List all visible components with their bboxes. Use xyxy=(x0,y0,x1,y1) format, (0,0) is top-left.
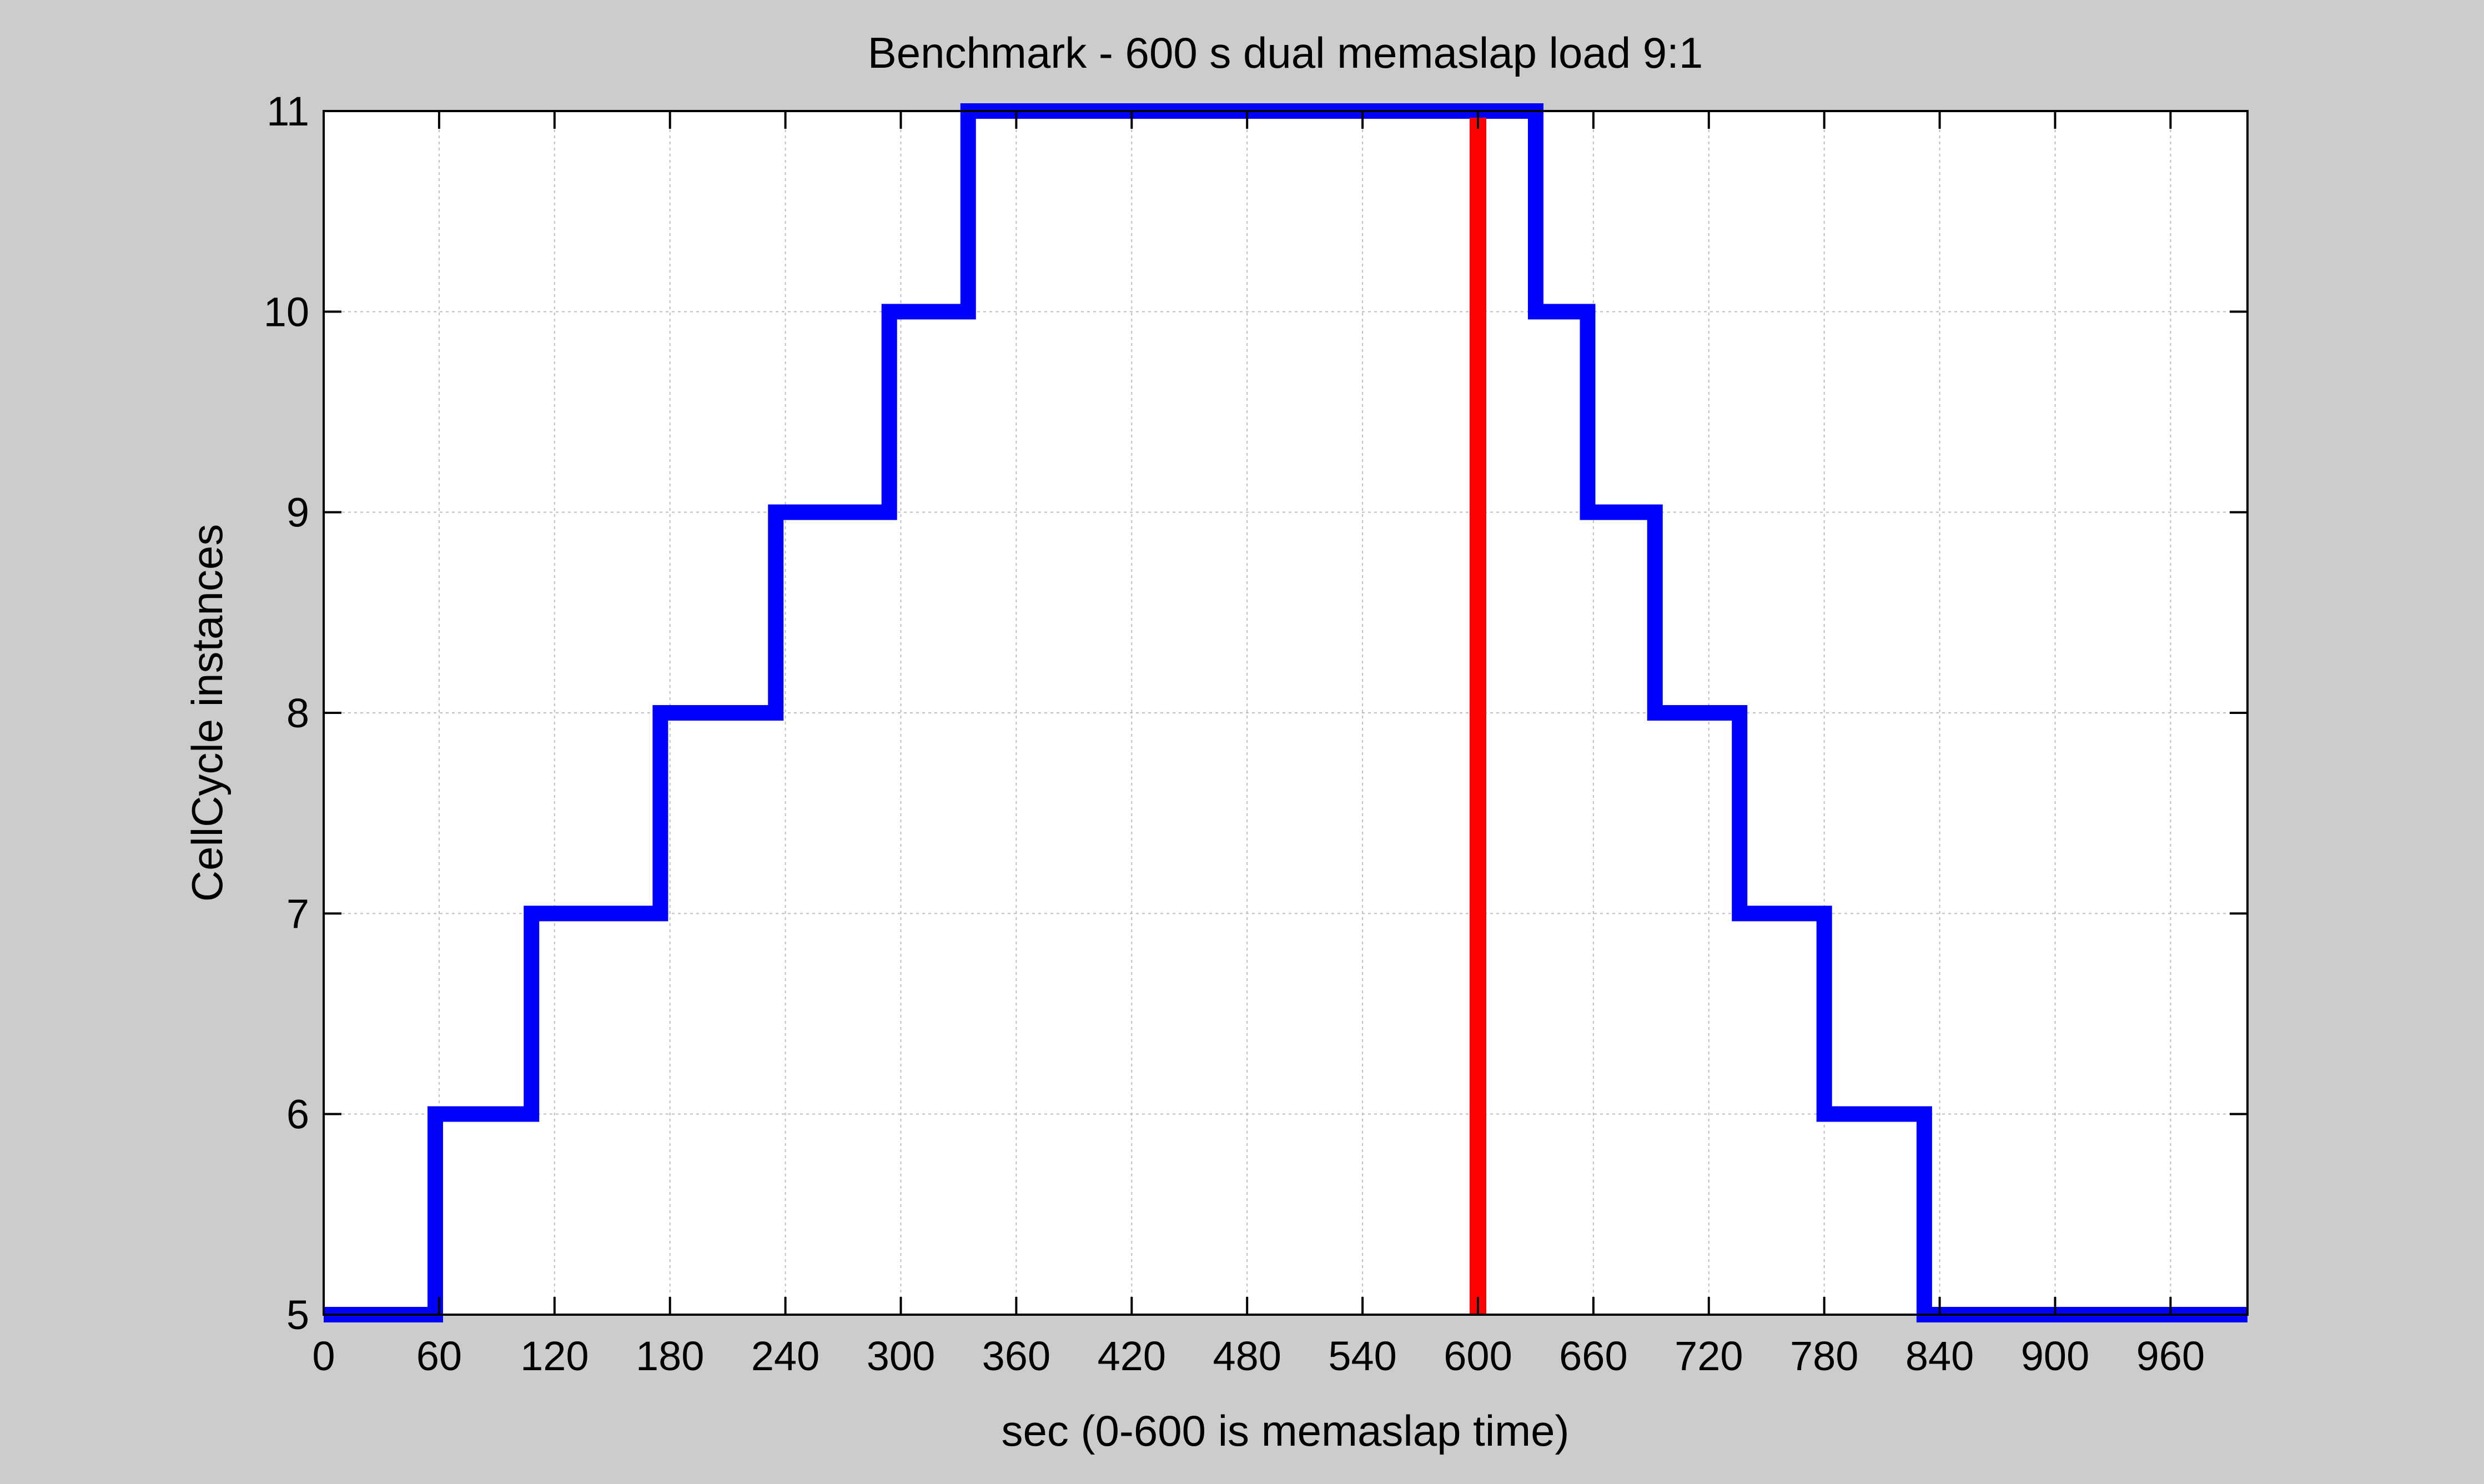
x-tick-label: 480 xyxy=(1213,1333,1281,1379)
x-tick-label: 900 xyxy=(2021,1333,2089,1379)
y-tick-label: 7 xyxy=(286,891,309,937)
tick-marks xyxy=(323,110,2247,1316)
x-axis-label: sec (0-600 is memaslap time) xyxy=(1002,1406,1570,1455)
x-tick-label: 0 xyxy=(312,1333,335,1379)
x-tick-label: 540 xyxy=(1328,1333,1396,1379)
y-tick-labels: 5 6 7 8 9 10 11 xyxy=(264,88,309,1338)
chart-title: Benchmark - 600 s dual memaslap load 9:1 xyxy=(868,28,1703,77)
x-tick-label: 300 xyxy=(867,1333,935,1379)
x-tick-label: 720 xyxy=(1675,1333,1743,1379)
x-tick-label: 600 xyxy=(1444,1333,1512,1379)
x-tick-label: 120 xyxy=(520,1333,589,1379)
x-tick-label: 360 xyxy=(982,1333,1050,1379)
x-tick-label: 840 xyxy=(1905,1333,1974,1379)
y-tick-label: 9 xyxy=(286,490,309,536)
x-tick-label: 180 xyxy=(636,1333,704,1379)
x-tick-labels: 0 60 120 180 240 300 360 420 480 540 600 660 720 780 8… xyxy=(312,1333,2205,1379)
y-tick-label: 5 xyxy=(286,1292,309,1338)
x-tick-label: 420 xyxy=(1098,1333,1166,1379)
y-tick-label: 10 xyxy=(264,289,309,335)
x-tick-label: 60 xyxy=(416,1333,462,1379)
y-axis-label: CellCycle instances xyxy=(183,524,232,902)
x-tick-label: 660 xyxy=(1559,1333,1627,1379)
y-tick-label: 6 xyxy=(286,1091,309,1138)
x-tick-label: 240 xyxy=(751,1333,819,1379)
x-tick-label: 780 xyxy=(1790,1333,1858,1379)
y-tick-label: 11 xyxy=(266,88,309,134)
y-tick-label: 8 xyxy=(286,690,309,736)
x-tick-label: 960 xyxy=(2136,1333,2205,1379)
